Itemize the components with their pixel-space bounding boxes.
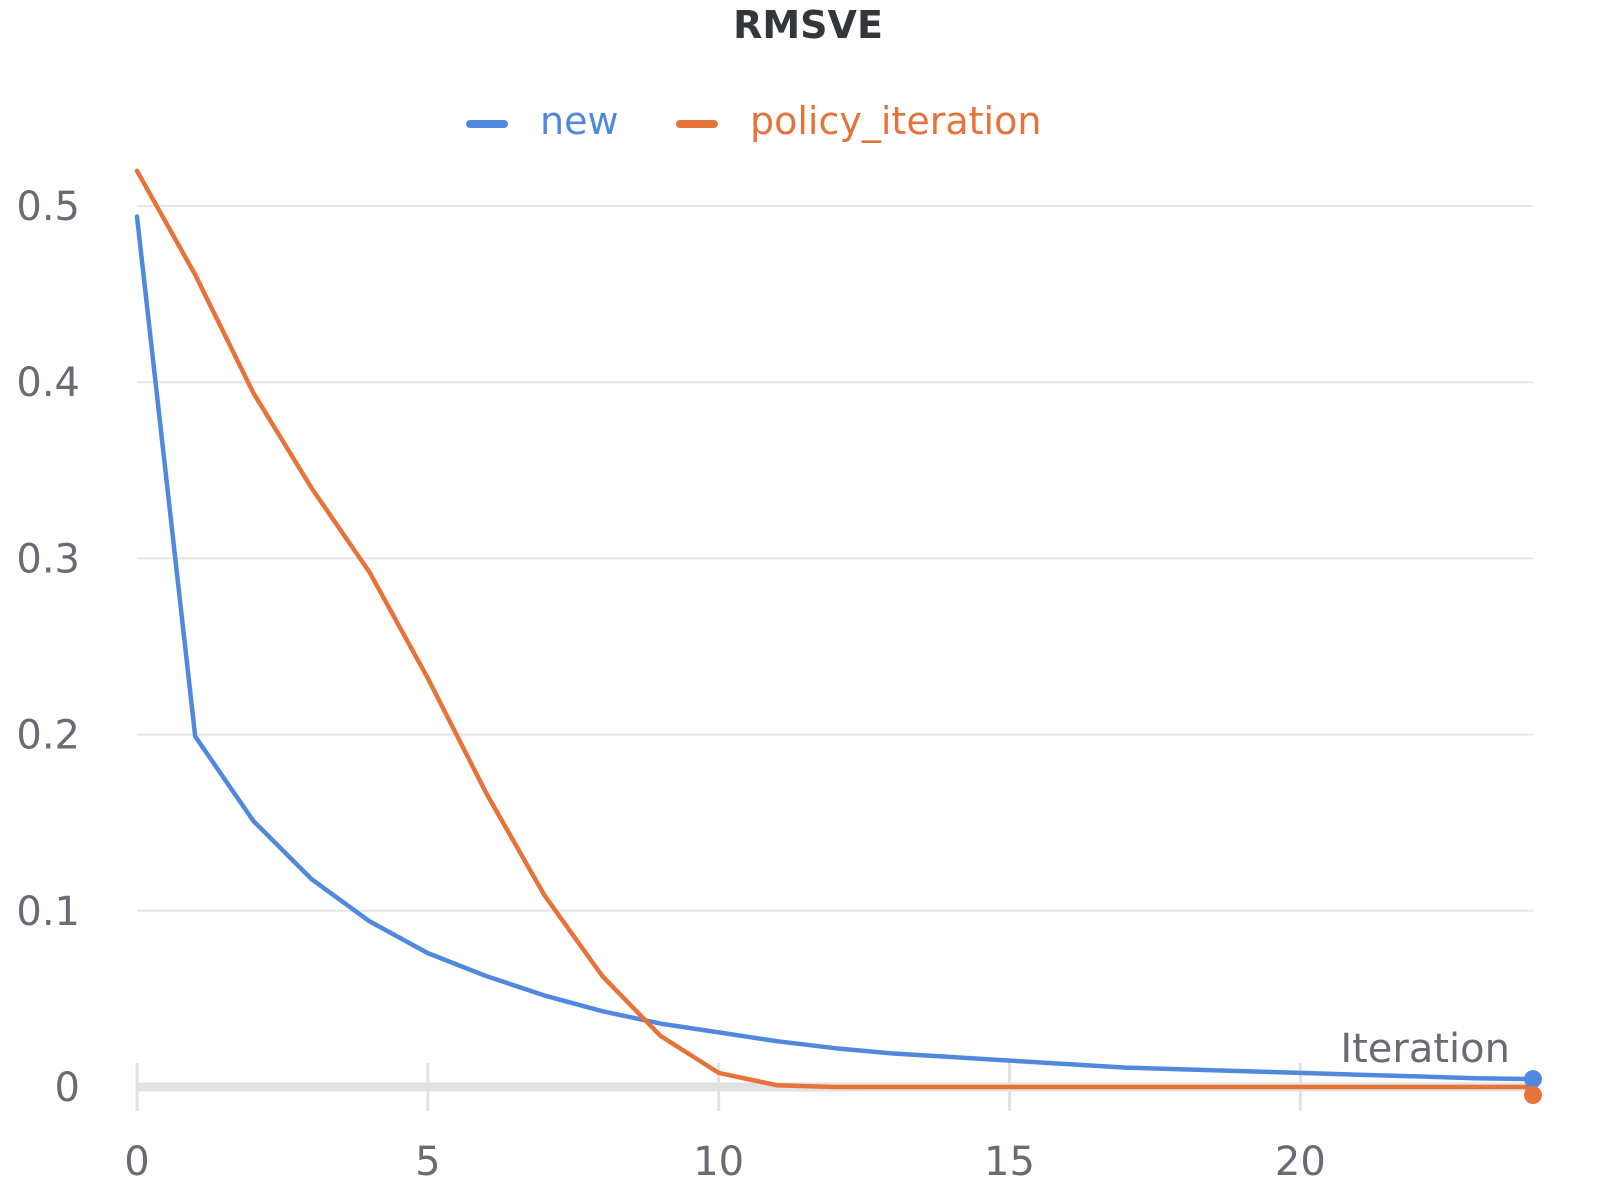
x-axis: 0 5 10 15 20: [124, 1063, 1533, 1185]
y-tick-label: 0.2: [16, 713, 80, 759]
legend-item-policy-iteration[interactable]: policy_iteration: [676, 99, 1041, 143]
y-axis-ticks: 0 0.1 0.2 0.3 0.4 0.5: [16, 184, 80, 1111]
legend-label: policy_iteration: [750, 99, 1041, 143]
series-lines: [134, 168, 1536, 1090]
y-tick-label: 0.3: [16, 536, 80, 582]
y-tick-label: 0.5: [16, 184, 80, 230]
y-tick-label: 0: [55, 1065, 80, 1111]
x-tick-label: 0: [124, 1139, 149, 1185]
x-tick-label: 20: [1275, 1139, 1326, 1185]
x-axis-label: Iteration: [1340, 1026, 1510, 1072]
series-end-marker: [1524, 1070, 1542, 1089]
series-line-policy-iteration: [134, 168, 1536, 1090]
legend: new policy_iteration: [466, 99, 1041, 143]
chart-title: RMSVE: [733, 3, 883, 47]
x-tick-label: 15: [984, 1139, 1035, 1185]
y-tick-label: 0.4: [16, 360, 80, 406]
x-tick-label: 5: [415, 1139, 440, 1185]
legend-label: new: [540, 99, 619, 143]
y-tick-label: 0.1: [16, 889, 80, 935]
series-end-markers: [1524, 1070, 1542, 1104]
x-tick-label: 10: [693, 1139, 744, 1185]
legend-item-new[interactable]: new: [466, 99, 619, 143]
series-line-new: [134, 214, 1536, 1082]
grid-lines: [137, 205, 1533, 912]
series-end-marker: [1524, 1086, 1542, 1104]
